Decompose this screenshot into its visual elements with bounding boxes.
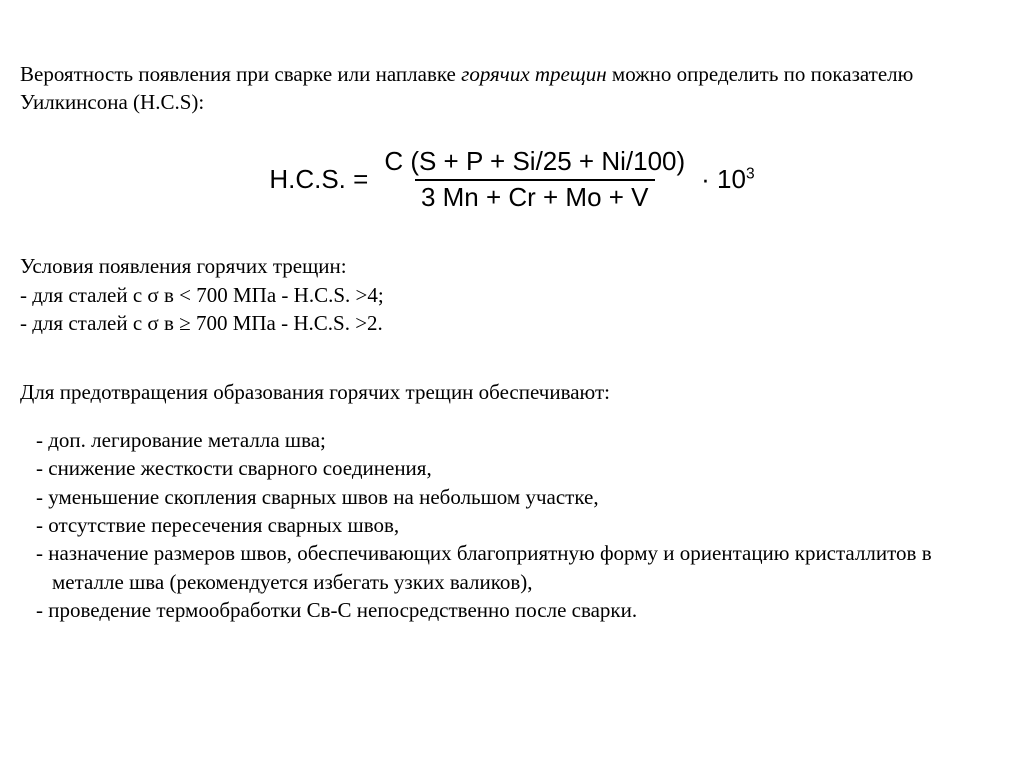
formula-tail: · 103 — [701, 162, 755, 197]
formula-numerator: C (S + P + Si/25 + Ni/100) — [378, 147, 691, 179]
prevention-item: - снижение жесткости сварного соединения… — [20, 454, 1004, 482]
formula-denominator: 3 Mn + Cr + Mo + V — [415, 179, 655, 213]
formula-tail-exp: 3 — [746, 165, 755, 182]
formula-tail-base: · 10 — [701, 164, 746, 194]
formula-inner: H.C.S. = C (S + P + Si/25 + Ni/100) 3 Mn… — [269, 147, 754, 213]
conditions-heading: Условия появления горячих трещин: — [20, 252, 1004, 280]
conditions-line-2: - для сталей с σ в ≥ 700 МПа - H.C.S. >2… — [20, 309, 1004, 337]
conditions-line-1: - для сталей с σ в < 700 МПа - H.C.S. >4… — [20, 281, 1004, 309]
formula-fraction: C (S + P + Si/25 + Ni/100) 3 Mn + Cr + M… — [378, 147, 691, 213]
intro-paragraph: Вероятность появления при сварке или нап… — [20, 60, 1004, 117]
prevention-item: - проведение термообработки Св-С непосре… — [20, 596, 1004, 624]
intro-italic: горячих трещин — [461, 62, 607, 86]
formula-lhs: H.C.S. = — [269, 162, 368, 197]
formula-block: H.C.S. = C (S + P + Si/25 + Ni/100) 3 Mn… — [20, 147, 1004, 213]
prevention-item: - назначение размеров швов, обеспечивающ… — [20, 539, 1004, 596]
prevention-item: - отсутствие пересечения сварных швов, — [20, 511, 1004, 539]
prevention-item: - доп. легирование металла шва; — [20, 426, 1004, 454]
prevention-heading: Для предотвращения образования горячих т… — [20, 378, 1004, 406]
prevention-list: - доп. легирование металла шва; - снижен… — [20, 426, 1004, 624]
prevention-item: - уменьшение скопления сварных швов на н… — [20, 483, 1004, 511]
intro-text-part1: Вероятность появления при сварке или нап… — [20, 62, 461, 86]
page-container: Вероятность появления при сварке или нап… — [0, 0, 1024, 644]
